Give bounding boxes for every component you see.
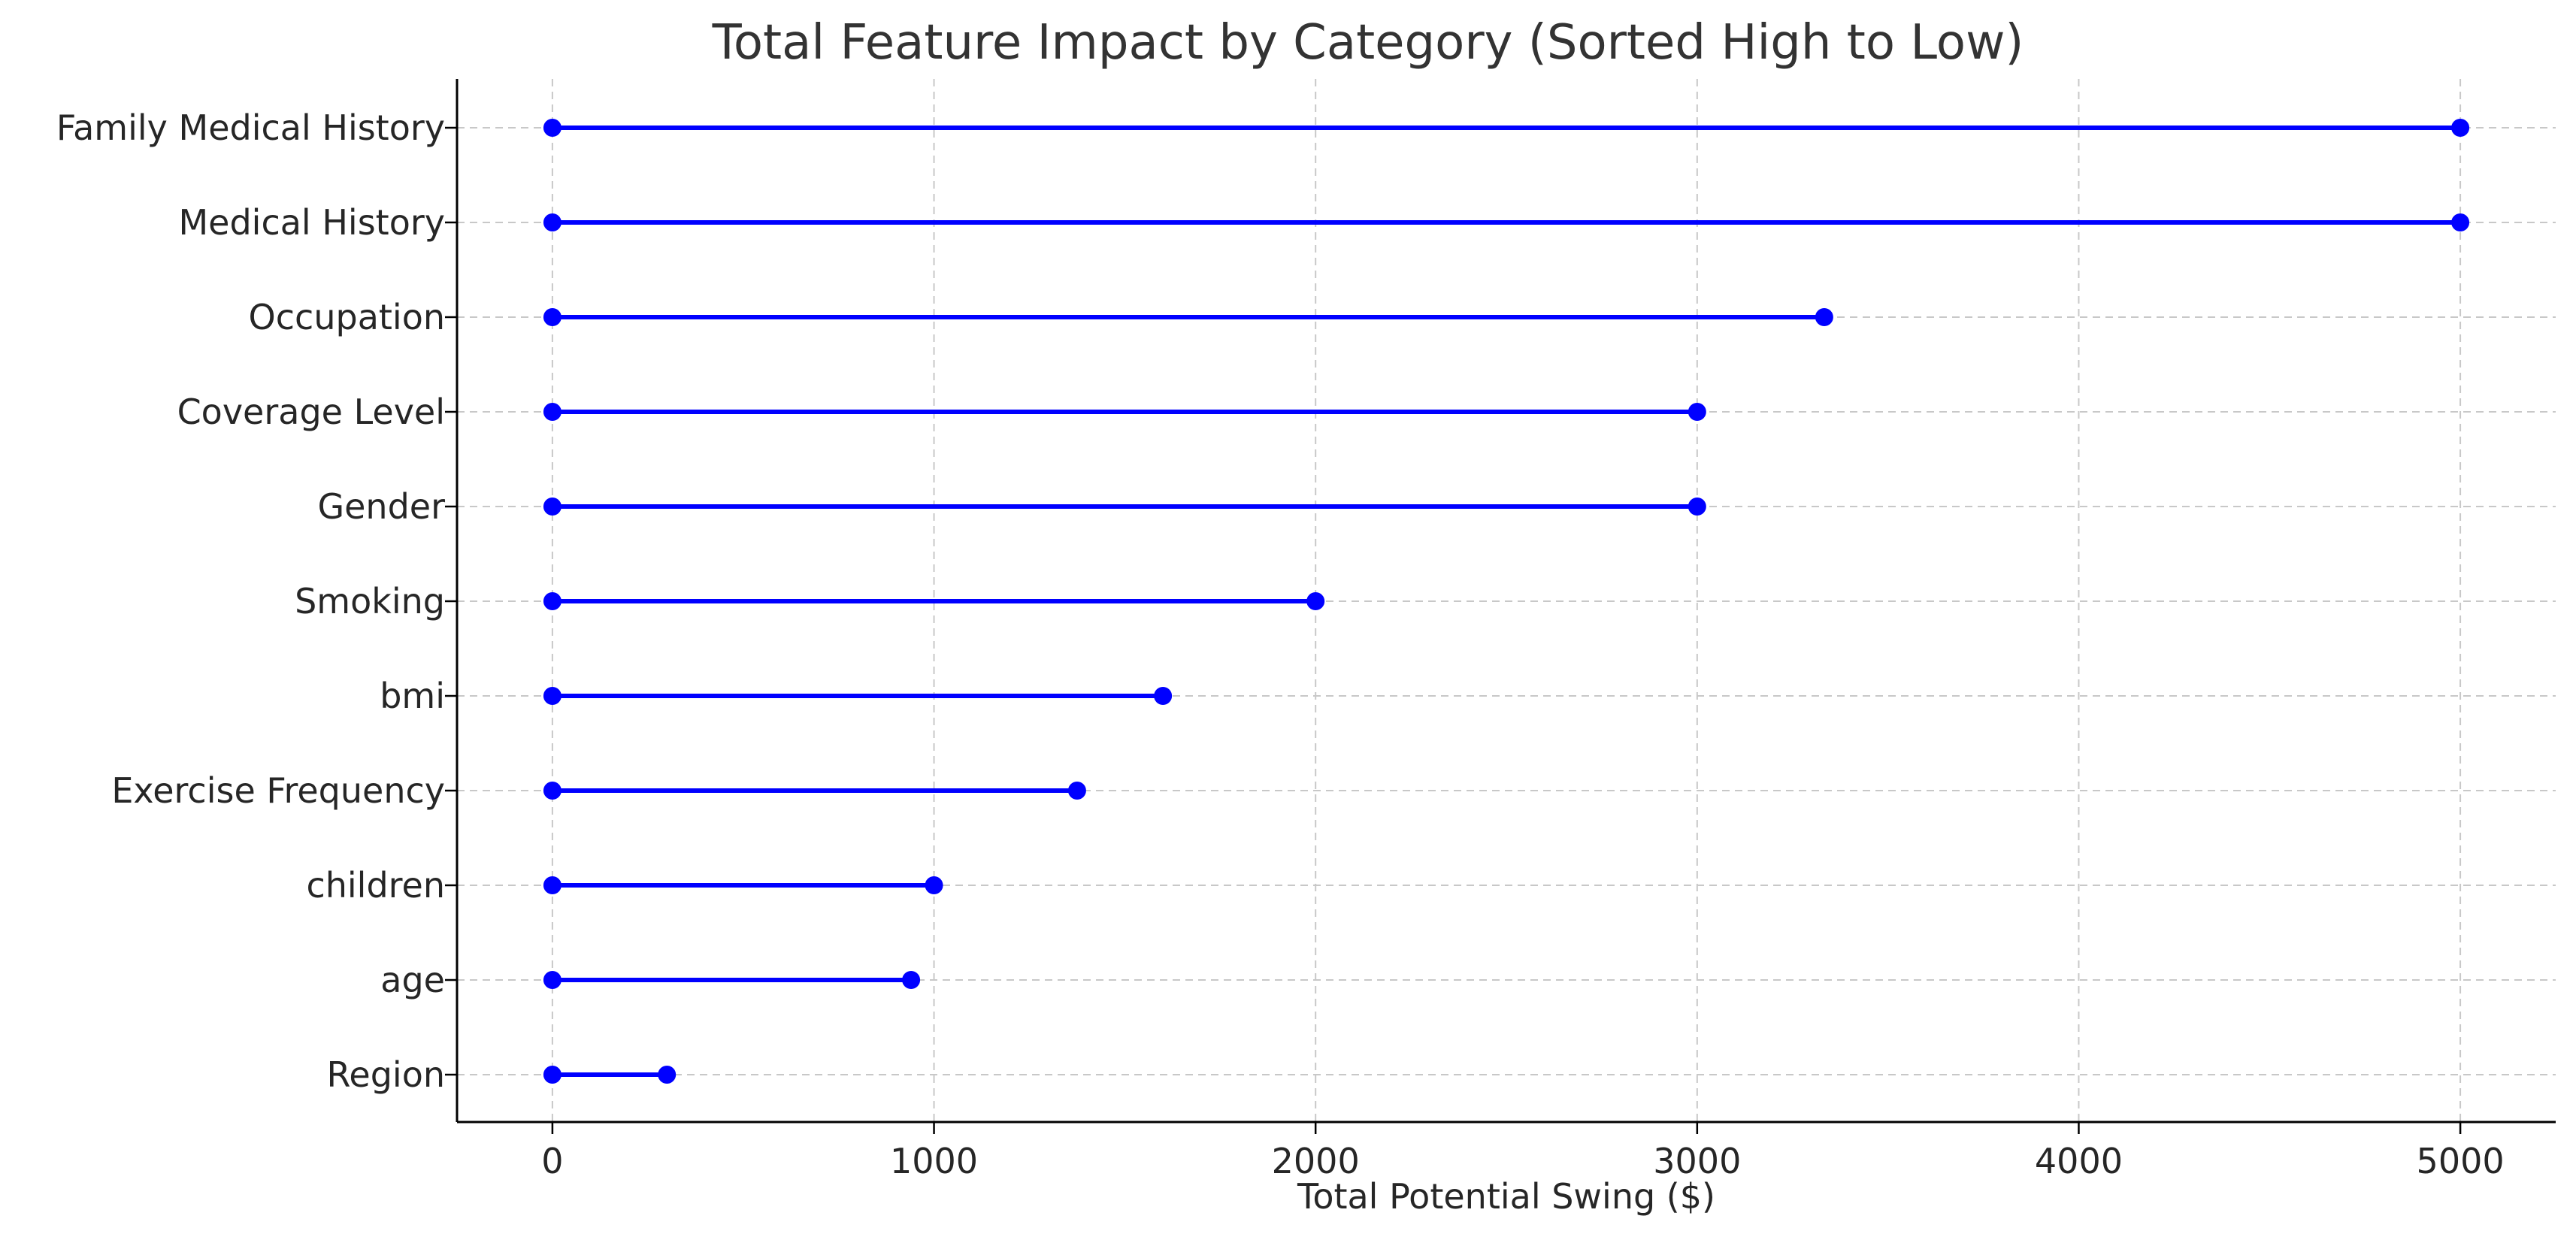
lollipop-start-marker <box>543 592 562 610</box>
x-tick-label: 4000 <box>2035 1141 2123 1181</box>
lollipop-start-marker <box>543 876 562 894</box>
y-tick-label: Family Medical History <box>56 107 445 148</box>
axes-layer: 0 1000 2000 3000 4000 5000 Family Medical Hist… <box>56 79 2556 1181</box>
x-tick-label: 1000 <box>890 1141 978 1181</box>
lollipop-start-marker <box>543 782 562 800</box>
series-layer <box>543 119 2470 1084</box>
lollipop-end-marker <box>1067 782 1086 800</box>
lollipop-end-marker <box>1154 687 1173 705</box>
x-tick-label: 0 <box>541 1141 563 1181</box>
lollipop-start-marker <box>543 403 562 421</box>
x-tick-label: 3000 <box>1653 1141 1741 1181</box>
lollipop-start-marker <box>543 498 562 516</box>
lollipop-start-marker <box>543 119 562 137</box>
y-tick-label: Coverage Level <box>177 392 445 432</box>
x-tick-label: 2000 <box>1272 1141 1360 1181</box>
y-tick-label: bmi <box>380 676 445 716</box>
lollipop-start-marker <box>543 213 562 231</box>
lollipop-end-marker <box>902 971 921 989</box>
y-tick-label: Occupation <box>249 297 445 337</box>
lollipop-start-marker <box>543 971 562 989</box>
y-tick-label: Medical History <box>178 202 445 243</box>
x-axis-label: Total Potential Swing ($) <box>1297 1176 1715 1217</box>
lollipop-end-marker <box>2451 119 2470 137</box>
lollipop-end-marker <box>2451 213 2470 231</box>
lollipop-end-marker <box>1815 308 1833 326</box>
lollipop-start-marker <box>543 687 562 705</box>
lollipop-end-marker <box>1306 592 1325 610</box>
y-tick-label: Region <box>327 1054 445 1095</box>
lollipop-start-marker <box>543 1066 562 1084</box>
y-tick-label: Smoking <box>295 581 445 622</box>
y-tick-label: children <box>306 865 445 906</box>
chart-title: Total Feature Impact by Category (Sorted… <box>712 15 2024 71</box>
y-tick-label: Gender <box>317 486 445 527</box>
lollipop-end-marker <box>925 876 943 894</box>
lollipop-end-marker <box>1688 498 1706 516</box>
lollipop-end-marker <box>1688 403 1706 421</box>
y-tick-label: age <box>380 960 445 1000</box>
y-tick-label: Exercise Frequency <box>111 770 445 811</box>
lollipop-start-marker <box>543 308 562 326</box>
lollipop-end-marker <box>658 1066 677 1084</box>
x-tick-label: 5000 <box>2417 1141 2505 1181</box>
